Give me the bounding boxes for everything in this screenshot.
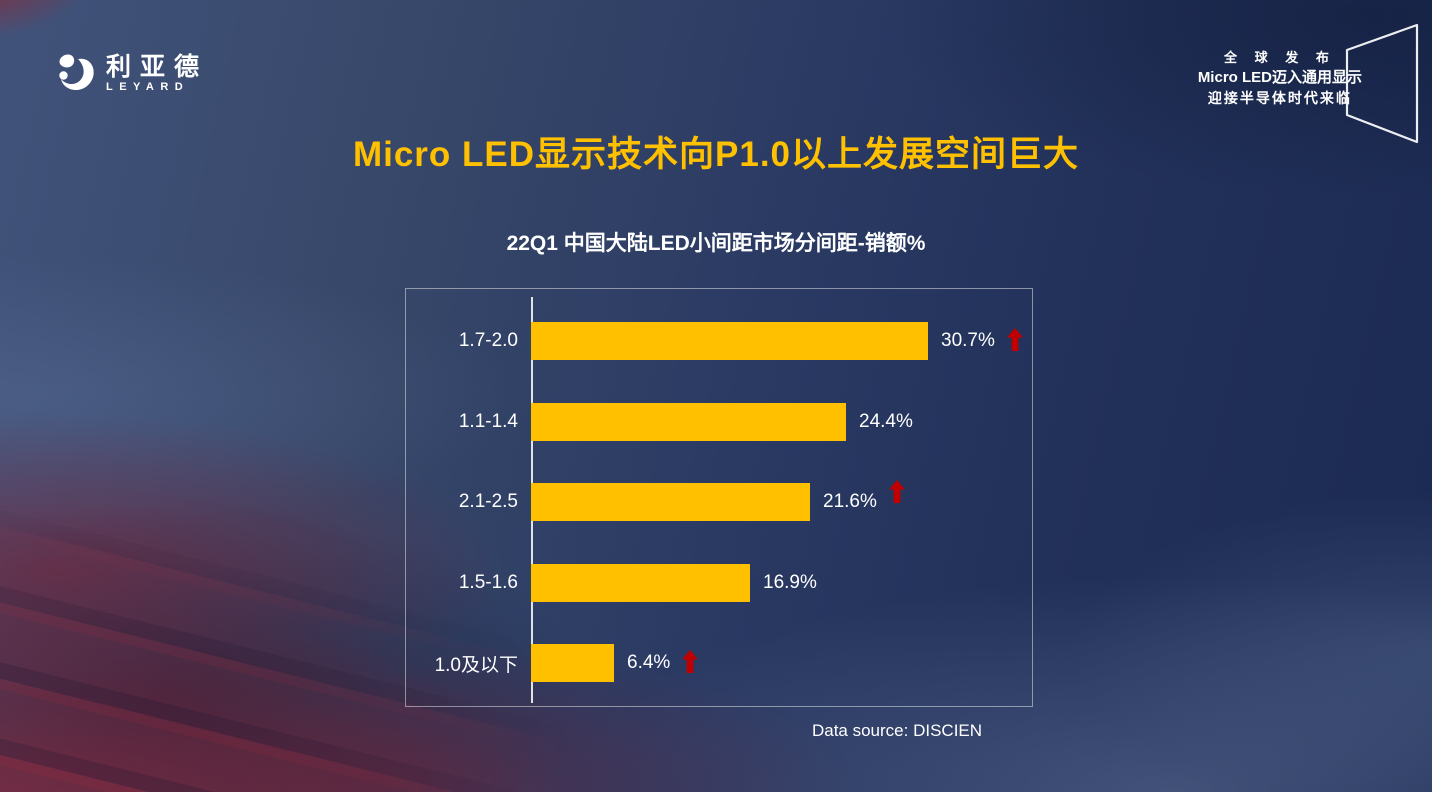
chart-row: 1.7-2.0 30.7% (406, 301, 1032, 382)
value-label: 30.7% (941, 330, 995, 352)
logo-en-label: LEYARD (106, 81, 190, 93)
value-label: 6.4% (627, 652, 671, 674)
logo-cn-label: 利亚德 (106, 53, 209, 81)
leyard-logo-text: 利亚德 LEYARD (106, 54, 208, 94)
category-label: 2.1-2.5 (458, 491, 518, 513)
event-banner: 全 球 发 布 Micro LED迈入通用显示 迎接半导体时代来临 (1198, 48, 1362, 108)
category-label: 1.5-1.6 (458, 571, 518, 593)
leyard-logo: 利亚德 LEYARD (50, 54, 208, 96)
category-label: 1.7-2.0 (458, 330, 518, 352)
chart-title: 22Q1 中国大陆LED小间距市场分间距-销额% (506, 232, 926, 255)
chart-rows: 1.7-2.0 30.7% 1.1-1.4 24.4% (406, 289, 1032, 706)
up-arrow-icon (1006, 327, 1023, 351)
value-label: 24.4% (859, 410, 913, 432)
chart-row: 2.1-2.5 21.6% (406, 462, 1032, 543)
bar (531, 402, 846, 441)
banner-line-2: Micro LED迈入通用显示 (1197, 69, 1362, 86)
bar (531, 322, 928, 361)
banner-line-1: 全 球 发 布 (1223, 50, 1336, 65)
banner-line-3: 迎接半导体时代来临 (1207, 90, 1352, 106)
bar (531, 563, 750, 602)
page-title: Micro LED显示技术向P1.0以上发展空间巨大 (352, 135, 1080, 174)
leyard-swirl-icon (59, 54, 94, 91)
category-label: 1.1-1.4 (458, 410, 518, 432)
value-label: 16.9% (763, 571, 817, 593)
category-label: 1.0及以下 (434, 654, 518, 676)
chart-row: 1.1-1.4 24.4% (406, 382, 1032, 463)
up-arrow-icon (888, 479, 905, 503)
chart-row: 1.5-1.6 16.9% (406, 543, 1032, 624)
up-arrow-icon (682, 649, 699, 673)
bar (531, 644, 614, 683)
bar (531, 483, 810, 522)
chart-row: 1.0及以下 6.4% (406, 623, 1032, 704)
bar-chart: 1.7-2.0 30.7% 1.1-1.4 24.4% (405, 288, 1033, 707)
data-source-note: Data source: DISCIEN (811, 721, 983, 740)
perspective-screen-icon (1345, 23, 1419, 144)
value-label: 21.6% (823, 491, 877, 513)
